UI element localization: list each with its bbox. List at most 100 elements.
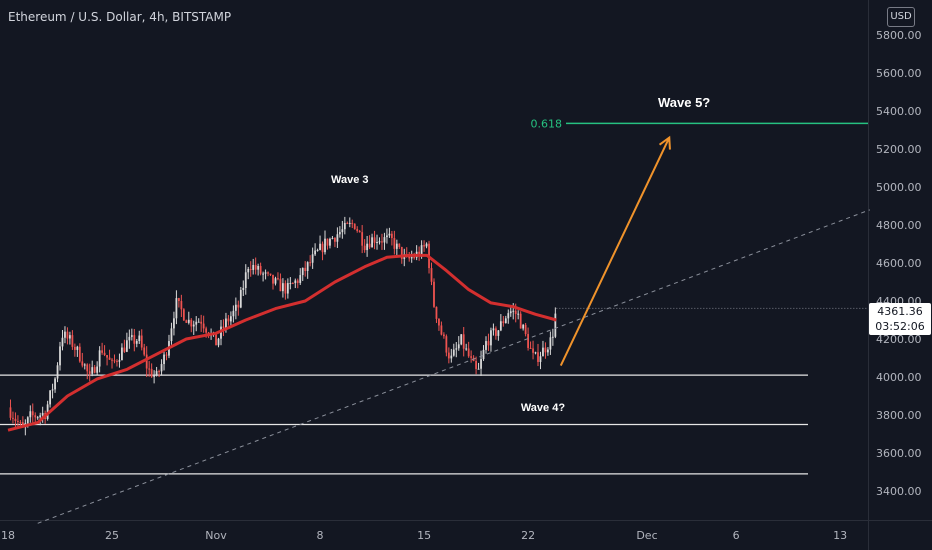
candle-body xyxy=(130,335,133,337)
candle-body xyxy=(413,257,416,259)
x-tick-label: Dec xyxy=(636,529,657,542)
y-tick-label: 3800.00 xyxy=(876,409,922,422)
candle-body xyxy=(34,415,37,418)
candle-body xyxy=(91,367,94,374)
candle-body xyxy=(291,283,294,285)
candles xyxy=(9,216,557,436)
candle-body xyxy=(450,355,453,359)
x-tick-label: Nov xyxy=(205,529,227,542)
candle-body xyxy=(269,273,272,275)
candle-body xyxy=(86,364,89,372)
candle-body xyxy=(274,278,277,284)
candle-body xyxy=(237,304,240,308)
candle-body xyxy=(182,309,185,321)
candle-body xyxy=(338,232,341,235)
y-tick-label: 5000.00 xyxy=(876,181,922,194)
candle-body xyxy=(247,268,250,273)
candle-body xyxy=(296,280,299,283)
candle-body xyxy=(326,238,329,246)
candle-body xyxy=(319,243,321,250)
candle-body xyxy=(371,237,373,248)
candle-body xyxy=(358,231,361,233)
candle-body xyxy=(123,347,126,352)
candle-body xyxy=(88,371,91,374)
candle-body xyxy=(254,265,257,270)
candle-body xyxy=(138,335,141,341)
candle-body xyxy=(12,417,14,419)
fib-level-label: 0.618 xyxy=(531,117,563,130)
candle-body xyxy=(76,346,79,350)
candle-body xyxy=(17,421,19,423)
candle-body xyxy=(470,356,473,358)
currency-button[interactable]: USD xyxy=(887,7,915,27)
moving-average xyxy=(7,253,557,432)
candle-body xyxy=(259,266,262,274)
candle-body xyxy=(507,313,510,319)
candle-body xyxy=(544,347,547,353)
symbol-title[interactable]: Ethereum / U.S. Dollar, 4h, BITSTAMP xyxy=(8,10,232,24)
candle-body xyxy=(373,237,376,243)
candle-body xyxy=(177,298,180,302)
candle-body xyxy=(361,232,364,246)
candle-body xyxy=(522,324,525,329)
candle-body xyxy=(66,331,69,339)
candle-body xyxy=(249,268,252,270)
candle-body xyxy=(135,340,138,344)
candle-body xyxy=(351,222,354,224)
candle-body xyxy=(353,223,356,230)
candle-body xyxy=(425,243,428,247)
candle-body xyxy=(160,364,163,372)
candle-body xyxy=(185,320,188,323)
candle-body xyxy=(442,334,445,337)
y-tick-label: 5200.00 xyxy=(876,143,922,156)
candle-body xyxy=(49,390,52,405)
candle-body xyxy=(234,304,237,311)
candle-body xyxy=(388,233,391,236)
candle-body xyxy=(46,404,49,419)
candle-body xyxy=(435,306,438,319)
candle-body xyxy=(445,336,448,353)
candle-body xyxy=(277,278,279,280)
y-tick-label: 3600.00 xyxy=(876,447,922,460)
candle-body xyxy=(517,313,520,315)
candle-body xyxy=(225,318,227,328)
wave-annotation: Wave 3 xyxy=(331,174,369,186)
candle-body xyxy=(282,283,284,292)
x-tick-label: 13 xyxy=(833,529,847,542)
candle-body xyxy=(366,243,369,251)
candle-body xyxy=(264,272,267,274)
candle-body xyxy=(173,318,175,329)
candle-body xyxy=(400,246,403,259)
y-tick-label: 5800.00 xyxy=(876,29,922,42)
candle-body xyxy=(148,368,151,370)
candle-body xyxy=(447,352,450,359)
candle-body xyxy=(477,368,480,370)
candle-body xyxy=(492,328,495,331)
projection-arrow xyxy=(559,137,671,367)
candle-body xyxy=(26,417,29,424)
candle-body xyxy=(187,319,190,323)
candle-body xyxy=(232,310,235,317)
candle-body xyxy=(200,321,203,324)
candle-body xyxy=(475,360,477,369)
candle-body xyxy=(230,316,232,322)
candle-body xyxy=(393,238,396,249)
candle-body xyxy=(376,242,378,244)
candle-body xyxy=(252,265,255,270)
candle-body xyxy=(14,418,17,422)
candle-body xyxy=(175,298,178,319)
candle-body xyxy=(21,422,24,428)
candle-body xyxy=(455,348,458,350)
candle-body xyxy=(534,352,537,354)
candle-body xyxy=(61,337,64,347)
candle-body xyxy=(502,321,505,324)
y-tick-label: 4000.00 xyxy=(876,371,922,384)
candle-body xyxy=(462,334,465,349)
annotations: 0.618 Wave 3 Wave 4? Wave 5? xyxy=(331,95,710,414)
x-tick-label: 22 xyxy=(521,529,535,542)
candle-body xyxy=(118,360,121,362)
candle-body xyxy=(54,378,56,390)
wave-annotation: Wave 4? xyxy=(521,402,566,414)
candle-body xyxy=(482,349,485,360)
